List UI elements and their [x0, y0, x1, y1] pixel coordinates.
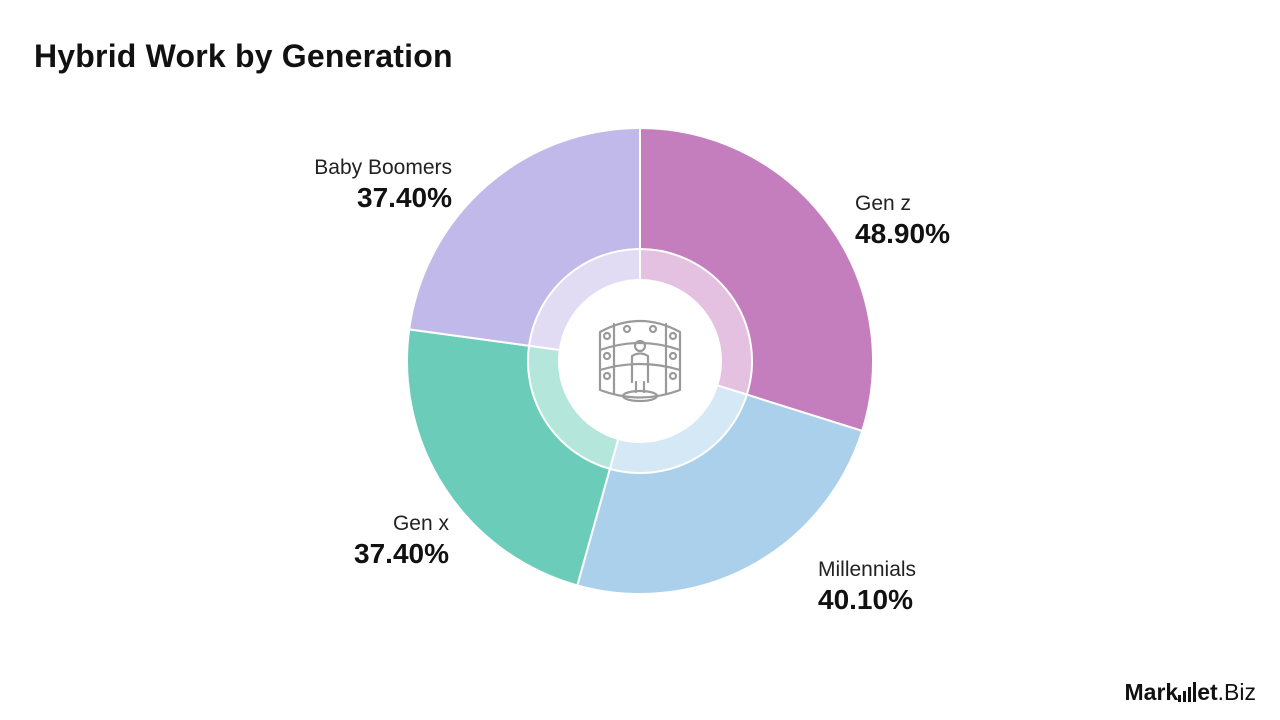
label-value-gen-z: 48.90%: [855, 218, 950, 249]
label-name-gen-z: Gen z: [855, 192, 911, 215]
bar-chart-icon: [1178, 680, 1197, 702]
brand-name-part3: .Biz: [1217, 679, 1256, 705]
audience-theater-icon: [598, 319, 682, 403]
label-name-millennials: Millennials: [818, 558, 916, 581]
brand-name-part1: Mark: [1124, 679, 1179, 705]
label-value-gen-x: 37.40%: [354, 538, 449, 569]
chart-title: Hybrid Work by Generation: [34, 38, 453, 74]
label-value-millennials: 40.10%: [818, 584, 913, 615]
label-value-baby-boomers: 37.40%: [357, 182, 452, 213]
center-hole: [558, 279, 722, 443]
brand-logo: Mark et .Biz: [1125, 679, 1257, 706]
slice-labels: Gen z 48.90% Millennials 40.10% Gen x 37.40% B…: [314, 156, 950, 615]
brand-name-part2: et: [1197, 679, 1218, 705]
label-name-gen-x: Gen x: [393, 512, 450, 535]
label-name-baby-boomers: Baby Boomers: [314, 156, 452, 179]
